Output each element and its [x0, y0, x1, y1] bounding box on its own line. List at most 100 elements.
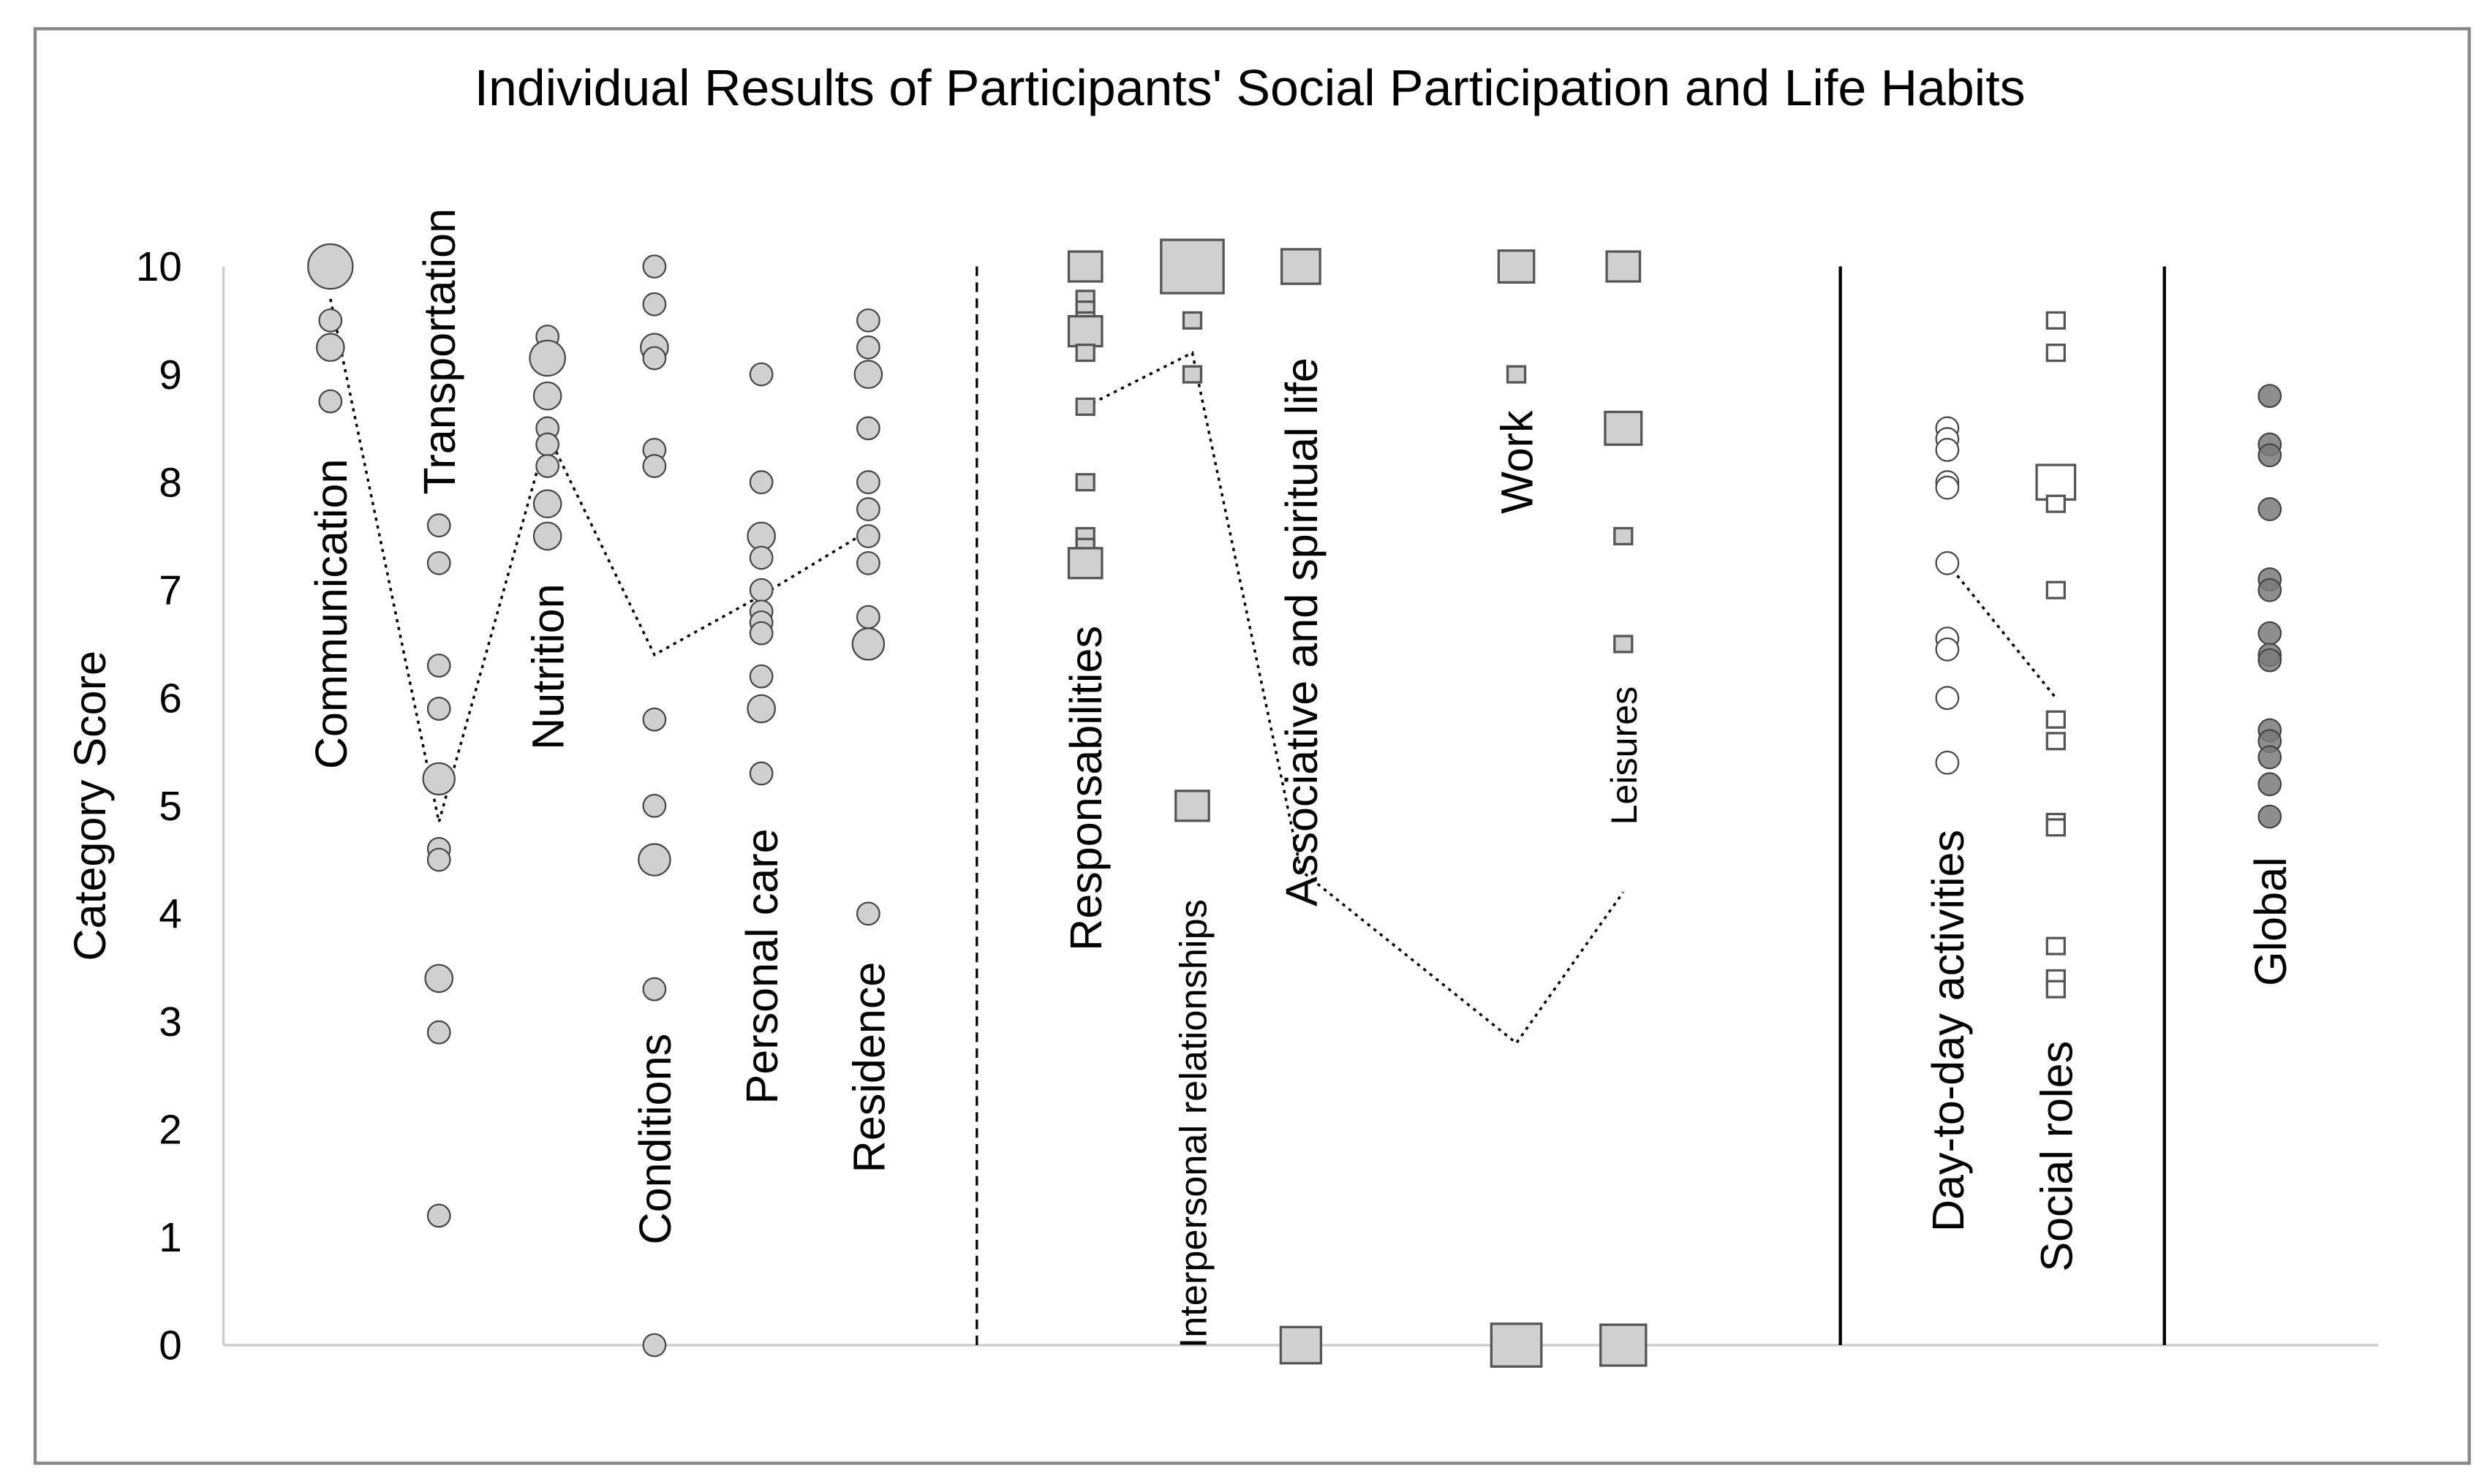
data-point: [2257, 772, 2282, 797]
data-point: [851, 627, 886, 661]
data-point: [2045, 580, 2066, 599]
data-point: [2257, 497, 2282, 521]
data-point: [749, 578, 774, 602]
data-point: [426, 1020, 451, 1045]
data-point: [1075, 397, 1095, 416]
data-point: [1604, 410, 1643, 446]
data-point: [749, 664, 774, 689]
y-tick-label: 4: [159, 892, 182, 938]
data-point: [856, 550, 880, 575]
data-point: [1935, 475, 1960, 500]
category-label: Communication: [306, 459, 356, 770]
data-point: [1506, 365, 1527, 384]
data-point: [1174, 790, 1210, 822]
data-point: [747, 521, 776, 551]
category-label: Transportation: [415, 208, 464, 495]
y-tick-label: 2: [159, 1108, 182, 1154]
data-point: [426, 513, 451, 538]
data-point: [856, 335, 880, 360]
y-tick-label: 3: [159, 999, 182, 1045]
data-point: [424, 964, 454, 993]
data-point: [426, 1203, 451, 1228]
category-label: Work: [1493, 410, 1542, 514]
data-point: [426, 847, 451, 872]
data-point: [318, 389, 343, 414]
data-point: [1182, 311, 1203, 330]
data-point: [1497, 249, 1536, 284]
data-point: [642, 292, 667, 317]
data-point: [1075, 344, 1095, 363]
data-point: [1067, 547, 1103, 580]
data-point: [1935, 637, 1960, 662]
y-tick-label: 8: [159, 460, 182, 506]
data-point: [1935, 438, 1960, 462]
data-point: [1279, 1325, 1323, 1365]
y-tick-label: 7: [159, 568, 182, 614]
data-point: [642, 977, 667, 1002]
data-point: [2045, 311, 2066, 330]
data-point: [532, 381, 562, 411]
data-point: [2257, 745, 2282, 770]
data-point: [1935, 550, 1960, 575]
data-point: [2035, 463, 2077, 501]
chart-title: Individual Results of Participants' Soci…: [475, 59, 2026, 116]
data-point: [1613, 526, 1634, 545]
data-point: [1599, 1323, 1648, 1367]
y-tick-label: 10: [136, 244, 182, 290]
y-tick-label: 0: [159, 1323, 182, 1369]
data-point: [642, 254, 667, 279]
category-label: Nutrition: [524, 583, 573, 750]
y-tick-label: 6: [159, 675, 182, 722]
data-point: [426, 654, 451, 678]
data-point: [1182, 365, 1203, 384]
data-point: [2045, 344, 2066, 363]
data-point: [749, 621, 774, 646]
data-point: [642, 346, 667, 371]
chart-border: [33, 27, 2471, 1465]
data-point: [1075, 473, 1095, 492]
data-point: [642, 1333, 667, 1358]
category-label: Responsabilities: [1061, 626, 1111, 951]
data-point: [749, 470, 774, 495]
y-axis-label: Category Score: [65, 651, 115, 961]
data-point: [1067, 315, 1103, 348]
data-point: [1935, 750, 1960, 775]
data-point: [2045, 494, 2066, 513]
data-point: [529, 339, 566, 377]
category-label: Leisures: [1604, 686, 1645, 825]
mean-line: [1946, 562, 2057, 699]
mean-line: [1084, 351, 1625, 1045]
data-point: [749, 545, 774, 570]
data-point: [856, 524, 880, 548]
category-label: Personal care: [737, 828, 787, 1104]
data-point: [2045, 732, 2066, 751]
category-label: Conditions: [630, 1034, 680, 1245]
data-point: [1067, 250, 1103, 283]
category-label: Associative and spiritual life: [1277, 357, 1327, 906]
data-point: [2257, 384, 2282, 408]
data-point: [422, 762, 456, 796]
data-point: [2045, 980, 2066, 999]
data-point: [749, 362, 774, 387]
data-point: [2045, 936, 2066, 955]
data-point: [307, 243, 354, 290]
data-point: [749, 761, 774, 786]
data-point: [856, 605, 880, 629]
data-point: [426, 697, 451, 721]
y-tick-label: 9: [159, 352, 182, 398]
category-label: Residence: [844, 962, 894, 1173]
data-point: [1160, 238, 1225, 295]
data-point: [316, 333, 345, 363]
data-point: [856, 470, 880, 495]
y-tick-label: 5: [159, 784, 182, 830]
data-point: [1613, 635, 1634, 654]
data-point: [2257, 804, 2282, 829]
category-label: Day-to-day activities: [1923, 830, 1973, 1232]
data-point: [1280, 248, 1321, 285]
data-point: [856, 901, 880, 926]
data-point: [2045, 710, 2066, 729]
data-point: [856, 308, 880, 333]
category-label: Global: [2246, 857, 2295, 986]
y-tick-label: 1: [159, 1215, 182, 1261]
